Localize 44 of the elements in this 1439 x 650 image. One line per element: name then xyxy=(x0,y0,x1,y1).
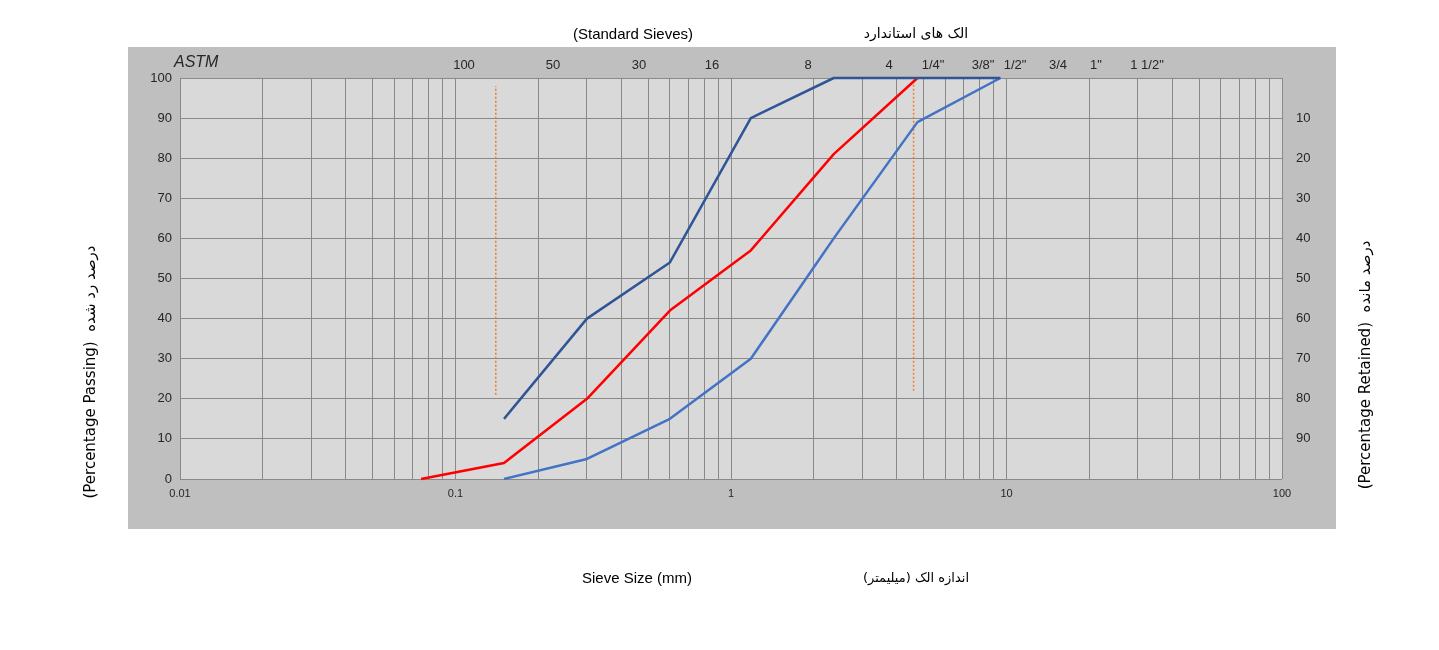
text: 3/8" xyxy=(971,56,995,72)
y2-tick-label: 80 xyxy=(1296,390,1311,406)
y2-tick-label: 90 xyxy=(1296,430,1311,446)
x-tick-label: 100 xyxy=(1272,486,1292,499)
y2-tick-label: 40 xyxy=(1296,229,1311,245)
text: 1 1/2" xyxy=(1130,56,1164,72)
y-axis-title: (Percentage Passing) درصد رد شده xyxy=(81,245,99,499)
text: 50 xyxy=(545,56,561,72)
y2-tick-label: 60 xyxy=(1296,310,1311,326)
text: اندازه الک (میلیمتر) xyxy=(862,569,970,585)
y-tick-label: 70 xyxy=(157,189,172,205)
y2-tick-label: 10 xyxy=(1296,109,1311,125)
text: 1" xyxy=(1090,56,1102,72)
y2-tick-label: 30 xyxy=(1296,189,1311,205)
y-tick-label: 100 xyxy=(150,69,172,85)
chart-title: (Standard Sieves) xyxy=(572,24,694,42)
y-tick-label: 90 xyxy=(157,109,172,125)
y-tick-label: 40 xyxy=(157,310,172,326)
text: 1/2" xyxy=(1003,56,1027,72)
x-tick-label: 10 xyxy=(1000,486,1013,499)
y-tick-label: 80 xyxy=(157,149,172,165)
y-tick-label: 60 xyxy=(157,229,172,245)
text: 4 xyxy=(885,56,893,72)
y-tick-label: 10 xyxy=(157,430,172,446)
chart-subtitle: الک های استاندارد xyxy=(863,25,969,41)
y-tick-label: 20 xyxy=(157,390,172,406)
x-tick-label: 1 xyxy=(727,486,735,499)
y2-tick-label: 70 xyxy=(1296,350,1311,366)
text: 16 xyxy=(704,56,720,72)
text: 8 xyxy=(804,56,812,72)
text: 3/4 xyxy=(1048,56,1068,72)
text: 30 xyxy=(631,56,647,72)
y-tick-label: 0 xyxy=(164,470,172,486)
x-axis-title: Sieve Size (mm) xyxy=(581,568,693,586)
y-tick-label: 30 xyxy=(157,350,172,366)
x2-axis-title: ASTM xyxy=(174,53,219,71)
y2-tick-label: 20 xyxy=(1296,149,1311,165)
x-tick-label: 0.1 xyxy=(447,486,464,499)
y-tick-label: 50 xyxy=(157,270,172,286)
x-tick-label: 0.01 xyxy=(169,486,191,499)
text: 1/4" xyxy=(921,56,945,72)
y2-axis-title: (Percentage Retained) درصد مانده xyxy=(1356,240,1374,490)
y2-tick-label: 50 xyxy=(1296,270,1311,286)
text: 100 xyxy=(453,56,475,72)
